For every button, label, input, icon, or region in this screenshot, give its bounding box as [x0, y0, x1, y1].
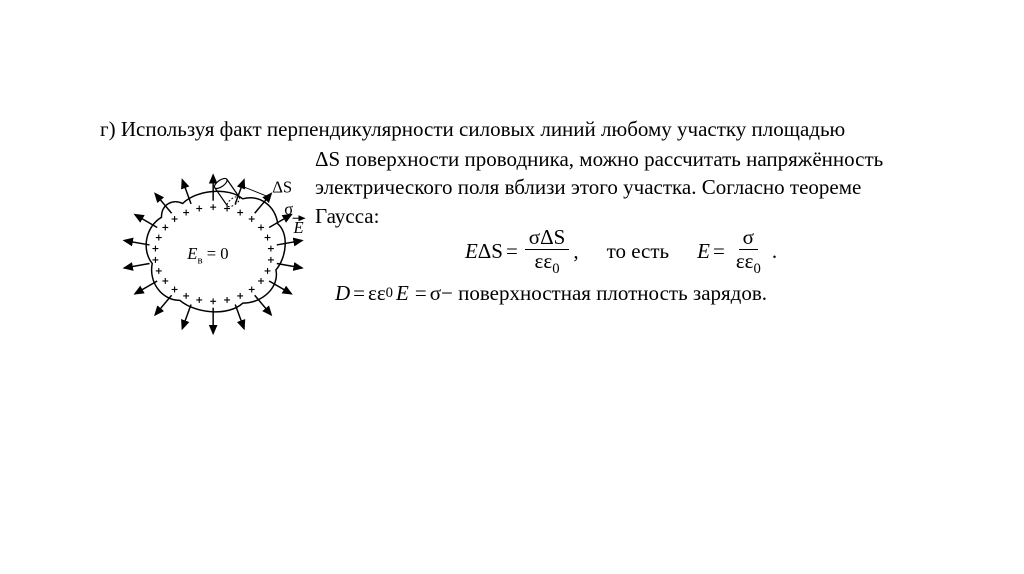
sym-DeltaS: ΔS [478, 239, 503, 264]
svg-text:E: E [292, 218, 303, 237]
equation-2: D = εε0 E = σ − поверхностная плотность … [315, 281, 930, 306]
num2-sigma: σ [739, 226, 758, 250]
den-zero: 0 [552, 261, 559, 277]
svg-text:σ: σ [284, 200, 293, 219]
den2-eps: ε [736, 249, 745, 273]
sym-eps03: ε [377, 281, 386, 306]
den-eps0: ε [543, 249, 552, 273]
equations: EΔS = σΔS εε0 , то есть E = σ εε0 . D = … [315, 222, 930, 310]
frac-1: σΔS εε0 [525, 226, 570, 277]
equation-1: EΔS = σΔS εε0 , то есть E = σ εε0 . [315, 226, 930, 277]
frac-2: σ εε0 [732, 226, 765, 277]
sym-E2: E [697, 239, 710, 264]
sym-eq2: = [713, 239, 725, 264]
num-deltaS: ΔS [540, 225, 565, 249]
sym-eq4: = [415, 281, 427, 306]
svg-text:Eв = 0: Eв = 0 [186, 244, 228, 267]
sym-eq3: = [353, 281, 365, 306]
heading-line: г) Используя факт перпендикулярности сил… [100, 115, 930, 143]
sym-comma: , [573, 239, 578, 264]
sym-eq: = [506, 239, 518, 264]
sym-dot: . [772, 239, 777, 264]
sym-E3: E [396, 281, 409, 306]
sym-zero3: 0 [386, 285, 393, 302]
den2-zero: 0 [753, 261, 760, 277]
page: г) Используя факт перпендикулярности сил… [0, 0, 1024, 574]
svg-text:ΔS: ΔS [272, 177, 292, 196]
body-text: ΔS поверхности проводника, можно рассчит… [315, 145, 930, 230]
conclusion: − поверхностная плотность зарядов. [441, 281, 767, 306]
diagram-svg: Eв = 0 ΔS σE [95, 145, 335, 345]
sym-D: D [335, 281, 350, 306]
sym-sigma3: σ [430, 281, 441, 306]
mid-phrase: то есть [607, 239, 670, 264]
sym-eps3: ε [368, 281, 377, 306]
conductor-diagram: Eв = 0 ΔS σE [95, 145, 315, 345]
num-sigma: σ [529, 225, 540, 249]
sym-E: E [465, 239, 478, 264]
